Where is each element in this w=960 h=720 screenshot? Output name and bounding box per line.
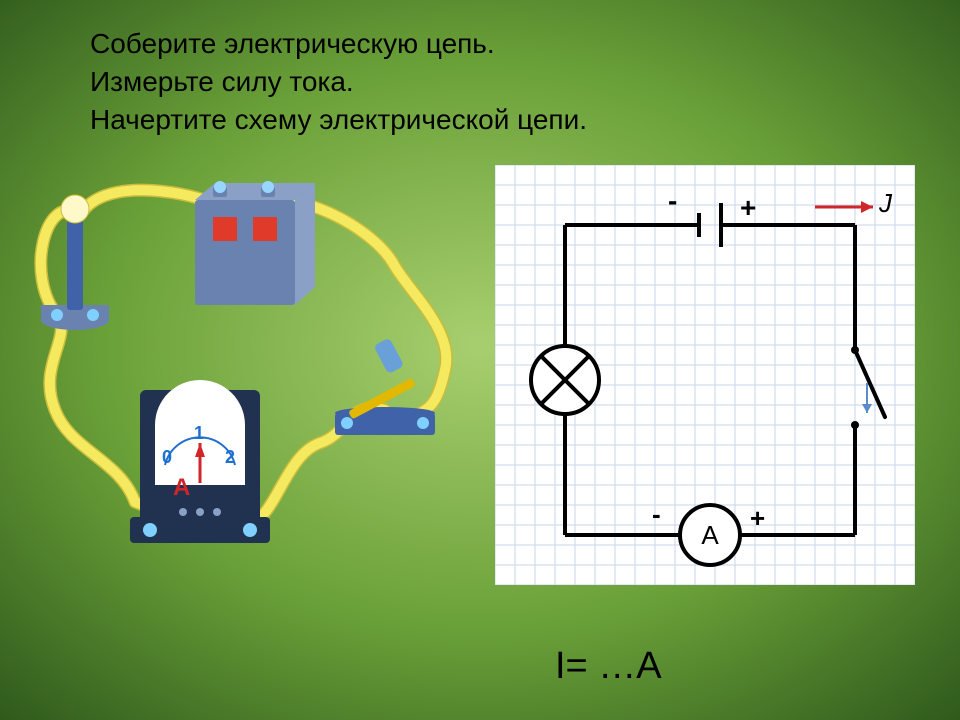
instruction-line: Соберите электрическую цепь. xyxy=(90,25,587,63)
switch-icon xyxy=(335,338,435,435)
svg-text:A: A xyxy=(701,520,719,550)
svg-text:A: A xyxy=(173,474,190,501)
instruction-line: Начертите схему электрической цепи. xyxy=(90,101,587,139)
instruction-line: Измерьте силу тока. xyxy=(90,63,587,101)
svg-text:-: - xyxy=(652,499,661,529)
instructions-text: Соберите электрическую цепь. Измерьте си… xyxy=(90,25,587,138)
svg-text:-: - xyxy=(668,185,677,216)
lamp-symbol-icon xyxy=(531,346,599,414)
formula-text: I= …А xyxy=(555,645,662,688)
battery-icon xyxy=(195,181,315,305)
svg-text:2: 2 xyxy=(225,447,235,467)
svg-text:J: J xyxy=(878,188,893,218)
ammeter-icon: 0 1 2 A xyxy=(130,380,270,543)
pictorial-circuit: 0 1 2 A xyxy=(15,165,475,605)
svg-text:+: + xyxy=(740,192,756,223)
schematic-panel: A - + - + J xyxy=(495,165,915,585)
svg-text:1: 1 xyxy=(194,423,204,443)
svg-text:+: + xyxy=(750,503,765,533)
svg-text:0: 0 xyxy=(162,447,172,467)
ammeter-symbol-icon: A xyxy=(680,505,740,565)
